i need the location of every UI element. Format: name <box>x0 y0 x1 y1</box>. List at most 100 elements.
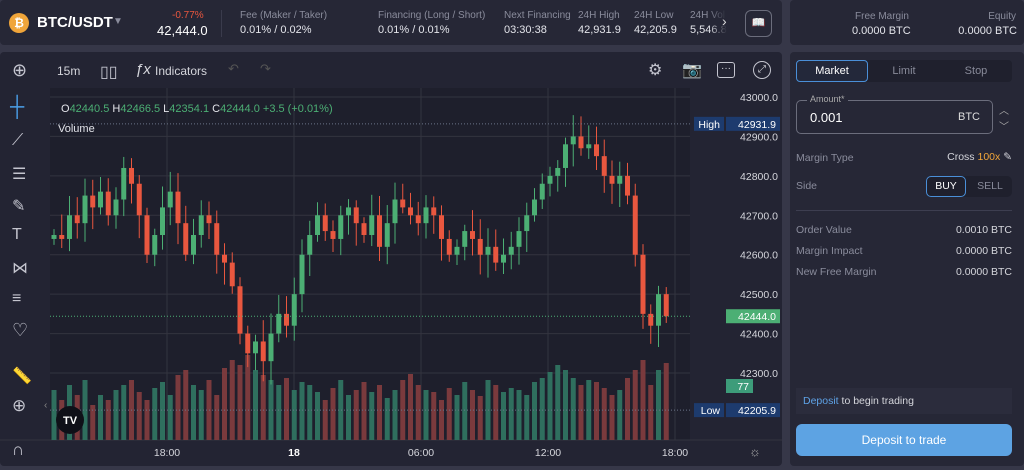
candle-body <box>136 183 142 216</box>
amount-value[interactable]: 0.001 <box>810 110 843 125</box>
volume-bar <box>322 400 328 440</box>
candle-body <box>470 231 475 239</box>
volume-bar <box>214 395 220 440</box>
candle-body <box>601 156 607 176</box>
indicators-button[interactable]: Indicators <box>155 64 208 78</box>
candle-body <box>377 215 382 247</box>
deposit-to-trade-button[interactable]: Deposit to trade <box>796 424 1012 456</box>
candle-body <box>415 215 421 224</box>
chevron-down-icon[interactable]: ▼ <box>113 16 123 27</box>
volume-bar <box>167 395 173 440</box>
margin-type-value[interactable]: Cross 100x ✎ <box>947 151 1012 163</box>
decrement-icon[interactable]: ﹀ <box>999 122 1009 133</box>
deposit-notice: Deposit to begin trading <box>796 388 1012 414</box>
fullscreen-icon[interactable]: ⤢ <box>753 61 771 79</box>
amount-field[interactable]: Amount* 0.001 BTC <box>796 94 993 134</box>
ohlc-key: L <box>163 103 169 115</box>
crosshair-icon[interactable]: ┼ <box>10 96 25 118</box>
volume-bar <box>563 370 568 440</box>
candle-body <box>462 231 468 247</box>
candle-body <box>508 246 514 255</box>
tab-stop[interactable]: Stop <box>964 65 988 77</box>
price-chart[interactable]: 43000.0 42900.0 42800.0 42700.0 42600.0 42500… <box>0 52 782 466</box>
low-label-bg <box>694 403 724 418</box>
time-tick: 06:00 <box>408 447 434 459</box>
text-icon[interactable]: T <box>12 226 22 243</box>
pattern-icon[interactable]: ⋈ <box>12 260 28 277</box>
candle-body <box>90 195 96 208</box>
volume-bar <box>253 370 258 440</box>
measure-lines-icon[interactable]: ≡ <box>12 290 22 307</box>
stat-4: 24H Low 42,205.9 <box>634 10 677 36</box>
ruler-icon[interactable]: 📏 <box>12 368 32 385</box>
redo-icon[interactable]: ↷ <box>260 61 271 76</box>
candle-body <box>524 215 530 232</box>
candle-body <box>663 294 669 317</box>
candlestick-icon[interactable]: ▯▯ <box>100 64 118 81</box>
order-row-value: 0.0000 BTC <box>955 266 1012 278</box>
candle-body <box>555 167 561 176</box>
candle-body <box>609 175 615 184</box>
market-header: ₿ BTC/USDT ▼ -0.77% 42,444.0 Fee (Maker … <box>0 0 782 45</box>
price-tick: 42800.0 <box>740 171 778 183</box>
book-icon[interactable]: 📖 <box>745 10 772 37</box>
ohlc-key: C <box>212 103 220 115</box>
edit-icon[interactable]: ✎ <box>1003 151 1012 163</box>
time-tick: 18:00 <box>154 447 180 459</box>
low-value: 42205.9 <box>738 405 776 417</box>
settings-icon[interactable]: ⚙ <box>648 62 663 79</box>
magnet-icon[interactable]: ∩ <box>12 440 25 459</box>
volume-bar <box>369 392 375 440</box>
add-icon[interactable]: ⊕ <box>12 60 28 80</box>
volume-bar <box>276 385 282 440</box>
undo-icon[interactable]: ↶ <box>228 61 239 76</box>
volume-bar <box>98 395 103 440</box>
volume-bar <box>516 390 522 440</box>
volume-bar <box>439 400 444 440</box>
candle-body <box>648 313 654 326</box>
zoom-in-icon[interactable]: ⊕ <box>12 396 27 415</box>
horizontal-lines-icon[interactable]: ☰ <box>12 166 27 183</box>
volume-bar <box>144 400 150 440</box>
candle-body <box>594 144 599 157</box>
tab-limit[interactable]: Limit <box>892 65 916 77</box>
volume-bar <box>346 395 351 440</box>
candle-body <box>392 199 398 224</box>
increment-icon[interactable]: ︿ <box>999 106 1009 117</box>
side-label: Side <box>796 180 818 192</box>
order-row-label: Order Value <box>796 224 852 236</box>
ohlc-l: 42354.1 <box>169 103 209 115</box>
sell-button[interactable]: SELL <box>977 180 1003 192</box>
volume-bar <box>415 385 421 440</box>
trendline-icon[interactable]: ⟋ <box>12 132 24 149</box>
candle-body <box>431 207 437 216</box>
volume-bar <box>90 405 96 440</box>
function-icon[interactable]: ƒx <box>135 61 151 78</box>
stat-value: 03:30:38 <box>504 24 547 36</box>
candle-body <box>160 207 165 236</box>
tab-market[interactable]: Market <box>796 60 868 82</box>
stat-label: Financing (Long / Short) <box>378 10 486 21</box>
candle-body <box>640 254 646 314</box>
volume-bar <box>361 382 367 440</box>
stat-value: 0.01% / 0.02% <box>240 24 312 36</box>
volume-bar <box>136 392 142 440</box>
ohlc-legend: O42440.5 H42466.5 L42354.1 C42444.0 +3.5… <box>61 103 333 115</box>
chevron-right-icon[interactable]: › <box>722 13 727 29</box>
price-tick: 43000.0 <box>740 92 778 104</box>
volume-bar <box>470 390 475 440</box>
interval-button[interactable]: 15m <box>57 64 81 78</box>
volume-bar <box>547 372 553 440</box>
pair-selector[interactable]: BTC/USDT <box>37 14 113 31</box>
camera-icon[interactable]: 📷 <box>682 62 702 79</box>
more-icon[interactable]: ··· <box>717 62 735 78</box>
heart-icon[interactable]: ♡ <box>12 320 29 340</box>
brush-icon[interactable]: ✎ <box>12 198 26 215</box>
equity-label: Equity <box>988 11 1016 22</box>
candle-body <box>454 246 460 255</box>
candle-body <box>307 235 313 255</box>
candle-body <box>206 215 212 224</box>
deposit-link[interactable]: Deposit <box>803 395 839 407</box>
buy-button[interactable]: BUY <box>926 176 966 197</box>
high-value: 42931.9 <box>738 119 776 131</box>
